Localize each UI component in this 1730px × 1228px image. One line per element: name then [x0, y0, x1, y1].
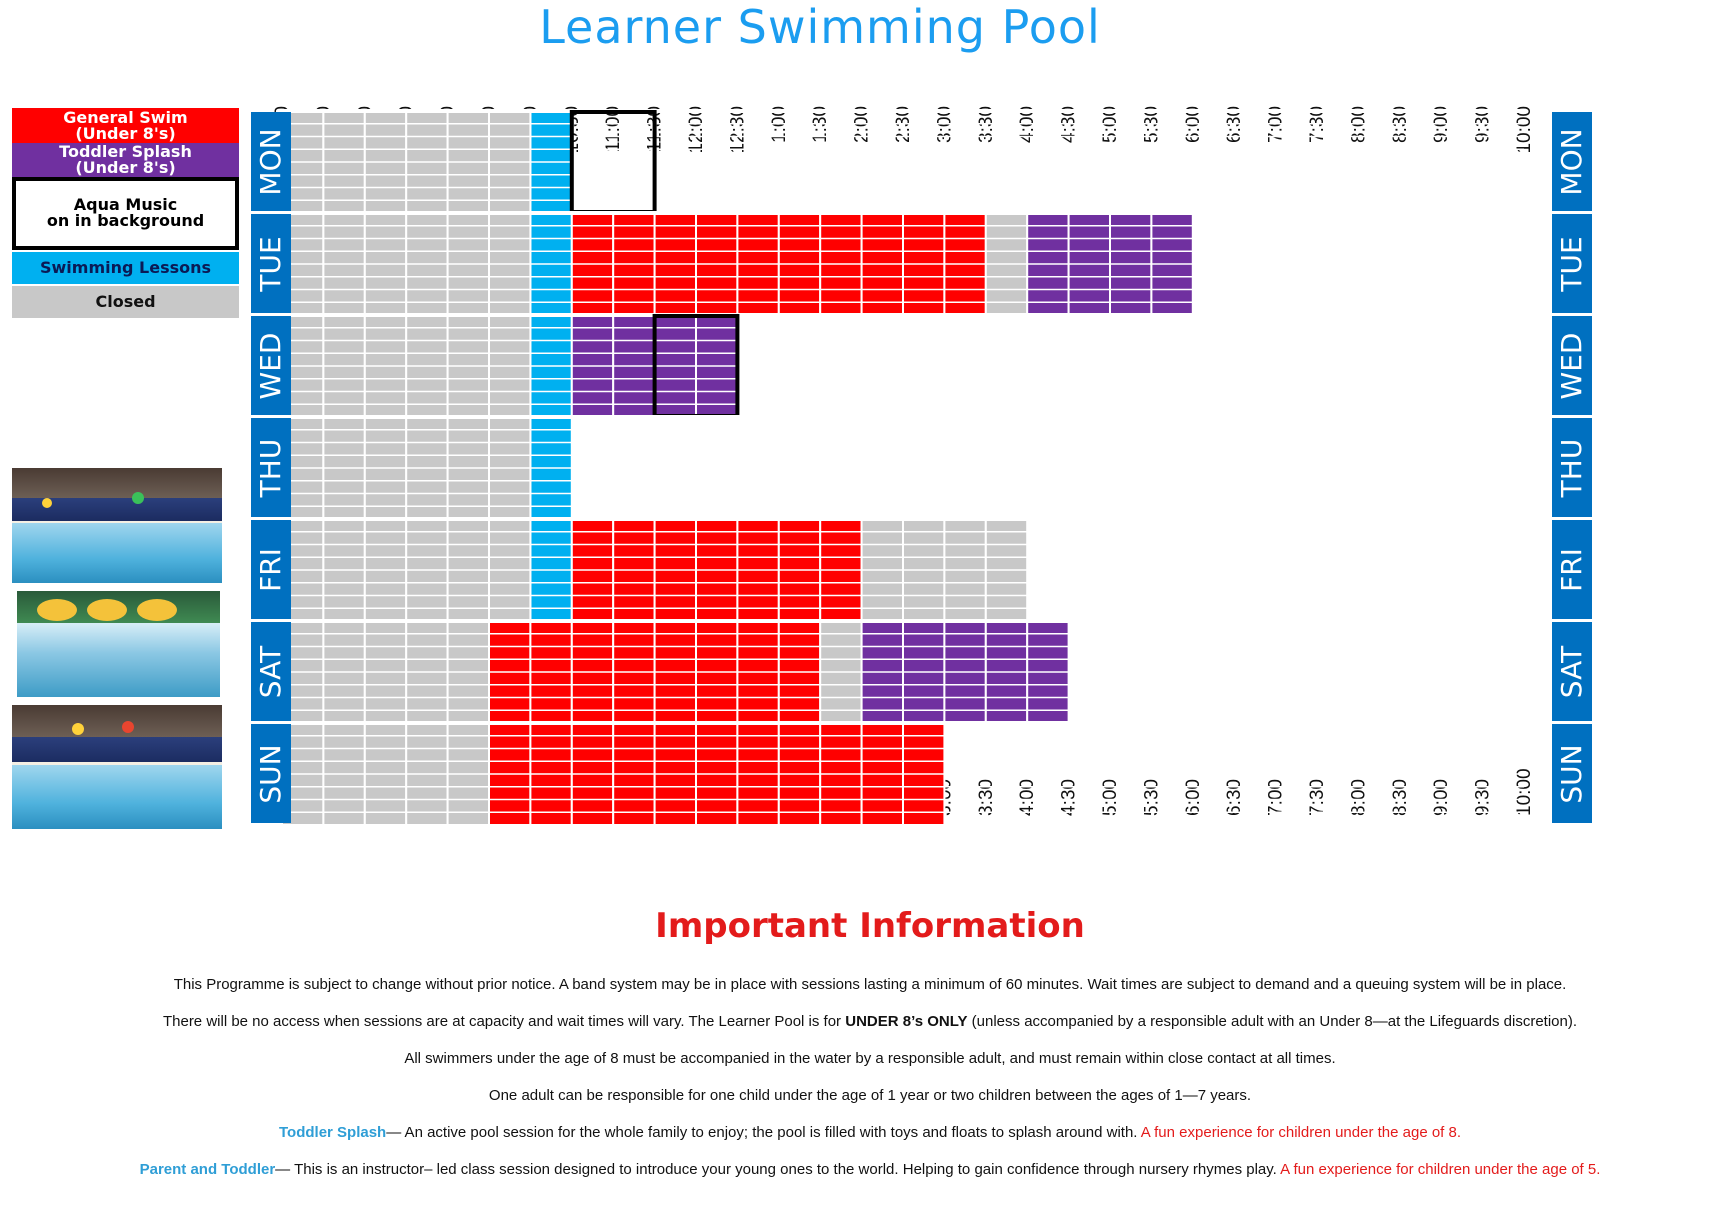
day-tab-left-label: THU	[254, 439, 287, 499]
info-parent-toddler-text: — This is an instructor– led class sessi…	[275, 1161, 1281, 1178]
x-tick-bottom: 9:00	[1431, 779, 1452, 816]
info-line-2b: UNDER 8’s ONLY	[845, 1013, 968, 1030]
info-toddler-splash-note: A fun experience for children under the …	[1140, 1124, 1462, 1141]
day-tab-left	[251, 622, 291, 721]
day-tab-left-label: SUN	[254, 744, 287, 803]
legend-general-swim: General Swim (Under 8's)	[12, 108, 239, 143]
day-tab-left	[251, 316, 291, 415]
day-tab-right-label: SAT	[1555, 645, 1588, 698]
day-tab-right	[1552, 622, 1592, 721]
legend-toddler-line1: Toddler Splash	[59, 142, 192, 161]
x-tick-bottom: 10:00	[1514, 768, 1535, 816]
legend-aqua-line1: Aqua Music	[73, 195, 178, 214]
day-tab-left-label: MON	[254, 128, 287, 195]
legend-swimming-lessons: Swimming Lessons	[12, 252, 239, 284]
day-tab-right-label: FRI	[1555, 548, 1588, 592]
x-tick-bottom: 7:00	[1266, 779, 1287, 816]
day-tab-left-label: FRI	[254, 548, 287, 592]
day-tab-right	[1552, 418, 1592, 517]
x-tick-bottom: 6:30	[1224, 779, 1245, 816]
day-tab-right	[1552, 214, 1592, 313]
x-tick-top: 12:00	[686, 106, 707, 154]
day-tab-left	[251, 112, 291, 211]
info-line-5: Toddler Splash— An active pool session f…	[0, 1124, 1730, 1141]
x-tick-bottom: 9:30	[1473, 779, 1494, 816]
day-tab-left-label: WED	[254, 333, 287, 400]
day-tab-right	[1552, 724, 1592, 823]
info-line-3: All swimmers under the age of 8 must be …	[404, 1050, 1336, 1067]
day-tab-right-label: MON	[1555, 128, 1588, 195]
pool-photo-3	[12, 705, 222, 829]
x-tick-top: 10:00	[1514, 106, 1535, 154]
info-line-4: One adult can be responsible for one chi…	[488, 1087, 1252, 1104]
day-tab-left	[251, 418, 291, 517]
day-tab-right	[1552, 112, 1592, 211]
x-tick-bottom: 5:00	[1100, 779, 1121, 816]
x-tick-top: 12:30	[727, 106, 748, 154]
info-line-2: There will be no access when sessions ar…	[0, 1013, 1730, 1030]
schedule-chart: 7:007:007:307:308:008:008:308:309:009:00…	[251, 106, 1592, 826]
day-tab-right-label: SUN	[1555, 744, 1588, 803]
x-tick-bottom: 4:00	[1017, 779, 1038, 816]
info-toddler-splash-text: — An active pool session for the whole f…	[386, 1124, 1141, 1141]
legend-aqua-line2: on in background	[46, 211, 205, 230]
info-toddler-splash-label: Toddler Splash	[278, 1124, 387, 1141]
x-tick-bottom: 3:30	[976, 779, 997, 816]
info-line-1: This Programme is subject to change with…	[173, 976, 1567, 993]
day-tab-right	[1552, 520, 1592, 619]
x-tick-bottom: 8:00	[1348, 779, 1369, 816]
legend-toddler-splash: Toddler Splash (Under 8's)	[12, 143, 239, 177]
x-tick-bottom: 5:30	[1141, 779, 1162, 816]
info-parent-toddler-label: Parent and Toddler	[139, 1161, 276, 1178]
legend-aqua-music: Aqua Music on in background	[12, 177, 239, 250]
day-tab-right-label: WED	[1555, 333, 1588, 400]
day-tab-right-label: THU	[1555, 439, 1588, 499]
legend: General Swim (Under 8's) Toddler Splash …	[12, 108, 239, 318]
x-tick-top: 11:00	[603, 106, 624, 152]
day-tab-left-label: SAT	[254, 645, 287, 698]
legend-general-line1: General Swim	[63, 108, 188, 127]
day-tab-left-label: TUE	[254, 236, 287, 292]
info-line-2c: (unless accompanied by a responsible adu…	[967, 1013, 1578, 1030]
info-title: Important Information	[655, 906, 1085, 946]
x-tick-bottom: 4:30	[1059, 779, 1080, 816]
day-tab-right	[1552, 316, 1592, 415]
x-tick-bottom: 6:00	[1183, 779, 1204, 816]
day-tab-left	[251, 214, 291, 313]
x-tick-bottom: 8:30	[1390, 779, 1411, 816]
info-line-2a: There will be no access when sessions ar…	[162, 1013, 846, 1030]
info-line-6: Parent and Toddler— This is an instructo…	[0, 1161, 1730, 1178]
info-parent-toddler-note: A fun experience for children under the …	[1280, 1161, 1601, 1178]
legend-general-line2: (Under 8's)	[75, 124, 176, 143]
pool-photo-1	[12, 468, 222, 583]
legend-toddler-line2: (Under 8's)	[75, 158, 176, 177]
day-tab-right-label: TUE	[1555, 236, 1588, 292]
page-title: Learner Swimming Pool	[539, 0, 1101, 54]
legend-closed: Closed	[12, 286, 239, 318]
day-tab-left	[251, 520, 291, 619]
x-tick-bottom: 7:30	[1307, 779, 1328, 816]
day-tab-left	[251, 724, 291, 823]
pool-photo-2	[17, 591, 220, 697]
